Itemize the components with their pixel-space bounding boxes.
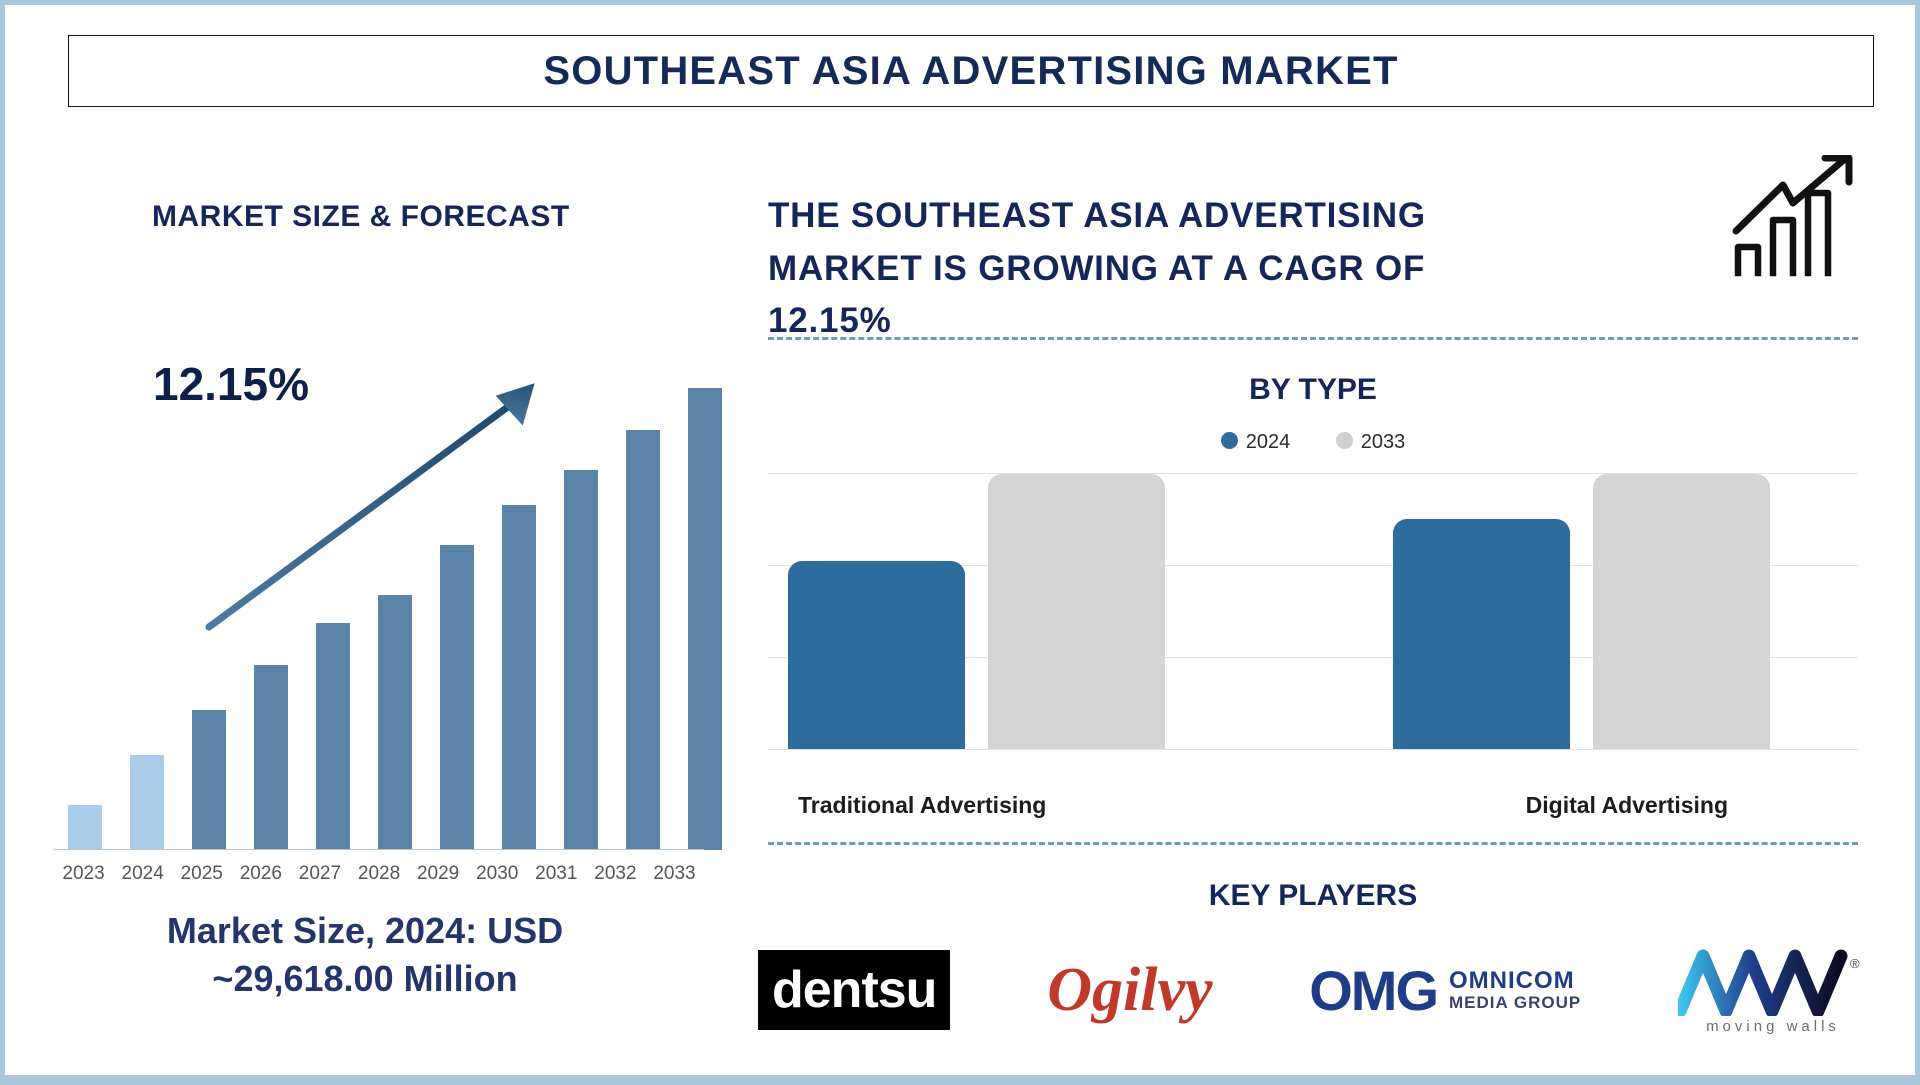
svg-text:®: ® [1850, 956, 1860, 971]
